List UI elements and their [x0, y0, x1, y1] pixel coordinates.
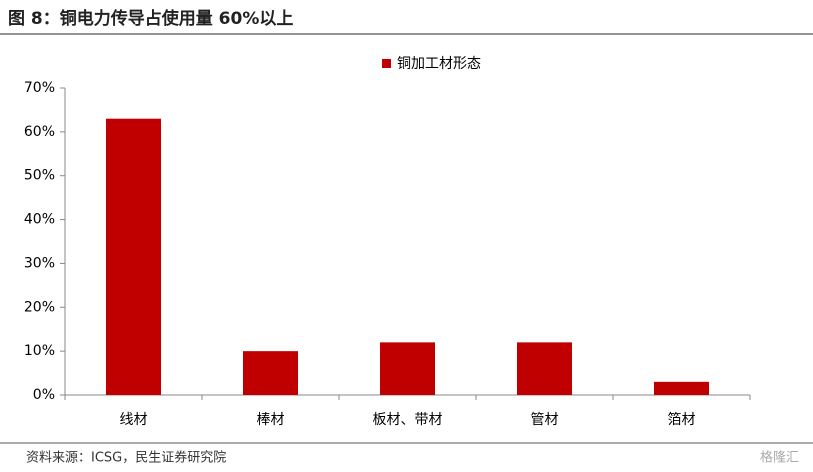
x-tick-label: 管材 [531, 412, 559, 428]
legend-label: 铜加工材形态 [397, 56, 481, 72]
y-tick-label: 60% [24, 124, 55, 140]
y-tick-label: 50% [24, 168, 55, 184]
y-tick-label: 70% [24, 80, 55, 96]
x-tick-label: 线材 [120, 412, 148, 428]
legend-swatch [382, 59, 391, 68]
x-tick-label: 箔材 [668, 412, 696, 428]
watermark: 格隆汇 [760, 450, 799, 466]
y-tick-label: 40% [24, 212, 55, 228]
y-tick-label: 10% [24, 343, 55, 359]
bar [517, 342, 572, 395]
bar [243, 351, 298, 395]
bar [106, 118, 161, 395]
x-tick-label: 棒材 [257, 412, 285, 428]
y-tick-label: 0% [33, 387, 55, 403]
x-tick-label: 板材、带材 [373, 412, 443, 428]
bar [380, 342, 435, 395]
source: 资料来源：ICSG，民生证券研究院 [26, 450, 226, 466]
y-tick-label: 20% [24, 299, 55, 315]
chart-title: 图 8：铜电力传导占使用量 60%以上 [8, 8, 293, 29]
bar [654, 381, 709, 395]
y-tick-label: 30% [24, 255, 55, 271]
